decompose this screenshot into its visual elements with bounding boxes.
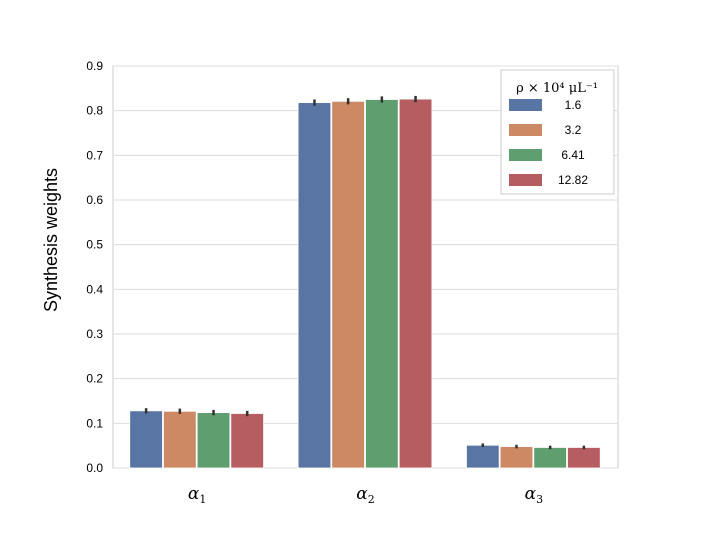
y-tick-label: 0.4 — [86, 282, 103, 296]
legend: ρ × 10⁴ μL⁻¹ 1.6 3.2 6.41 12.82 — [500, 69, 615, 195]
x-category-label: α3 — [525, 484, 543, 506]
x-category-label: α2 — [356, 484, 374, 506]
bar-3.2-α1 — [163, 410, 197, 469]
y-tick-label: 0.8 — [86, 104, 103, 118]
bar-6.41-α2 — [365, 99, 399, 469]
x-axis-categories: α1 α2 α3 — [188, 484, 543, 506]
bars — [129, 98, 601, 469]
y-tick-label: 0.7 — [86, 148, 103, 162]
legend-label: 3.2 — [565, 123, 582, 137]
bar-3.2-α3 — [499, 446, 534, 469]
bar-1.6-α2 — [297, 102, 332, 469]
legend-label: 12.82 — [558, 173, 588, 187]
bar-6.41-α3 — [533, 447, 567, 469]
y-tick-label: 0.3 — [86, 327, 103, 341]
y-tick-label: 0.9 — [86, 59, 103, 73]
bar-12.82-α1 — [230, 413, 264, 469]
legend-title: ρ × 10⁴ μL⁻¹ — [516, 81, 598, 96]
legend-label: 1.6 — [565, 98, 582, 112]
y-tick-label: 0.2 — [86, 372, 103, 386]
bar-12.82-α3 — [567, 447, 601, 469]
y-axis-ticks: 0.0 0.1 0.2 0.3 0.4 0.5 0.6 0.7 0.8 0.9 — [86, 59, 103, 475]
bar-1.6-α3 — [466, 444, 500, 469]
error-bars — [144, 95, 586, 450]
legend-swatch — [509, 149, 542, 161]
y-tick-label: 0.6 — [86, 193, 103, 207]
bar-12.82-α2 — [398, 98, 433, 469]
bar-3.2-α2 — [331, 100, 365, 469]
legend-swatch — [509, 99, 542, 111]
y-axis-label: Synthesis weights — [41, 168, 61, 312]
legend-label: 6.41 — [561, 148, 585, 162]
y-tick-label: 0.0 — [86, 461, 103, 475]
x-category-label: α1 — [188, 484, 206, 506]
bar-6.41-α1 — [196, 412, 231, 469]
bar-1.6-α1 — [129, 410, 163, 469]
y-tick-label: 0.5 — [86, 238, 103, 252]
y-tick-label: 0.1 — [86, 416, 103, 430]
legend-swatch — [509, 124, 542, 136]
legend-swatch — [509, 174, 542, 186]
